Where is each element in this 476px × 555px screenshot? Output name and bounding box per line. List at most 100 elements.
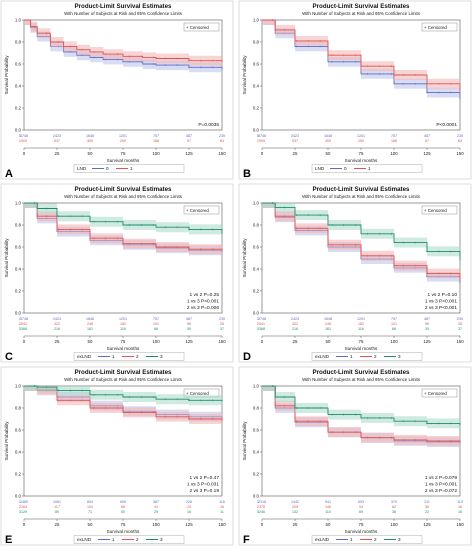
censor-mark [449, 91, 452, 94]
risk-count: 804 [87, 500, 93, 504]
y-tick-label: 0.6 [253, 245, 260, 250]
censor-mark [342, 243, 345, 246]
censor-mark [93, 220, 95, 223]
y-tick-label: 1.0 [253, 384, 260, 389]
p-value-annotation: 1 vs 3 P<0.001 [425, 299, 457, 305]
x-tick-label: 50 [88, 339, 93, 344]
risk-count: 2423 [53, 134, 61, 138]
censor-mark [390, 254, 393, 257]
y-tick-label: 0.8 [253, 223, 260, 228]
censor-mark [449, 82, 452, 85]
censor-mark [81, 389, 84, 392]
y-tick-label: 0.8 [253, 406, 260, 411]
risk-count: 66 [392, 327, 396, 331]
censor-mark [366, 232, 369, 235]
censor-mark [342, 431, 345, 434]
censor-mark [69, 45, 72, 48]
censor-mark [307, 214, 310, 217]
censor-mark [342, 54, 345, 57]
legend-entry: 3 [398, 354, 401, 359]
risk-row-label: 3 [19, 510, 21, 514]
risk-count: 94 [359, 505, 363, 509]
x-tick-label: 0 [23, 151, 26, 156]
censor-mark [449, 422, 452, 425]
censor-mark [211, 59, 214, 62]
censor-mark [116, 393, 119, 396]
censor-mark [449, 250, 452, 253]
censor-mark [295, 227, 298, 230]
censor-mark [164, 398, 167, 401]
censor-mark [307, 420, 310, 423]
risk-count: 63 [458, 139, 462, 143]
censor-mark [331, 431, 333, 434]
x-axis-label: Survival months [345, 529, 378, 534]
censor-mark [390, 65, 393, 68]
risk-count: 3748 [20, 317, 28, 321]
risk-count: 239 [457, 317, 463, 321]
risk-count: 182 [120, 322, 126, 326]
censor-mark [426, 250, 428, 253]
risk-count: 909 [21, 139, 27, 143]
risk-count: 290 [358, 139, 364, 143]
ci-band-1 [24, 20, 222, 67]
legend-box [311, 164, 423, 173]
risk-count: 757 [153, 317, 159, 321]
censor-mark [402, 420, 405, 423]
censor-mark [69, 215, 72, 218]
censor-mark [366, 72, 369, 75]
x-tick-label: 25 [293, 339, 298, 344]
x-axis-label: Survival months [345, 158, 378, 163]
x-tick-label: 50 [88, 522, 93, 527]
censor-mark [128, 396, 131, 398]
censor-mark [176, 246, 179, 248]
risk-count: 37 [220, 327, 224, 331]
censor-mark [33, 202, 36, 204]
x-tick-label: 50 [326, 151, 331, 156]
censor-mark [188, 59, 190, 62]
risk-count: 56 [425, 322, 429, 326]
risk-count: 129 [21, 510, 27, 514]
y-tick-label: 1.0 [253, 201, 260, 206]
x-axis-label: Survival months [345, 346, 378, 351]
y-tick-label: 0.0 [15, 311, 22, 316]
censor-mark [426, 440, 428, 442]
risk-count: 89 [55, 510, 59, 514]
risk-row-label: 1 [257, 139, 259, 143]
risk-count: 16 [220, 505, 224, 509]
censor-mark [116, 407, 119, 409]
censor-mark [199, 66, 202, 69]
y-tick-label: 0.0 [15, 494, 22, 499]
censor-mark [414, 74, 417, 76]
p-value-annotation: P=0.0035 [198, 122, 219, 128]
x-tick-label: 0 [23, 339, 26, 344]
risk-count: 216 [54, 327, 60, 331]
risk-count: 246 [259, 510, 265, 514]
censor-mark [211, 399, 214, 402]
risk-count: 116 [358, 327, 364, 331]
risk-count: 757 [391, 317, 397, 321]
censor-mark [211, 66, 214, 69]
censor-mark [164, 246, 167, 248]
legend-entry: 1 [112, 537, 115, 542]
censor-mark [57, 215, 60, 218]
panel-letter: A [5, 168, 13, 180]
censor-mark [128, 242, 131, 245]
y-tick-label: 0.4 [15, 450, 22, 455]
censor-mark [188, 228, 190, 231]
survival-line-1 [24, 19, 223, 62]
legend-title: LND [77, 166, 87, 171]
y-axis-label: Survival Probability [4, 55, 9, 95]
risk-row-label: 2 [257, 322, 259, 326]
censor-mark [93, 407, 95, 409]
y-tick-label: 1.0 [15, 201, 22, 206]
censored-legend-box [421, 22, 458, 32]
legend-entry: 2 [374, 354, 377, 359]
risk-count: 368 [21, 327, 27, 331]
censor-mark [176, 226, 179, 229]
risk-count: 117 [54, 505, 60, 509]
p-value-annotation: 2 vs 3 P=0.072 [425, 488, 457, 494]
y-axis-label: Survival Probability [242, 421, 247, 461]
x-tick-label: 100 [390, 339, 398, 344]
y-tick-label: 0.2 [15, 106, 22, 111]
